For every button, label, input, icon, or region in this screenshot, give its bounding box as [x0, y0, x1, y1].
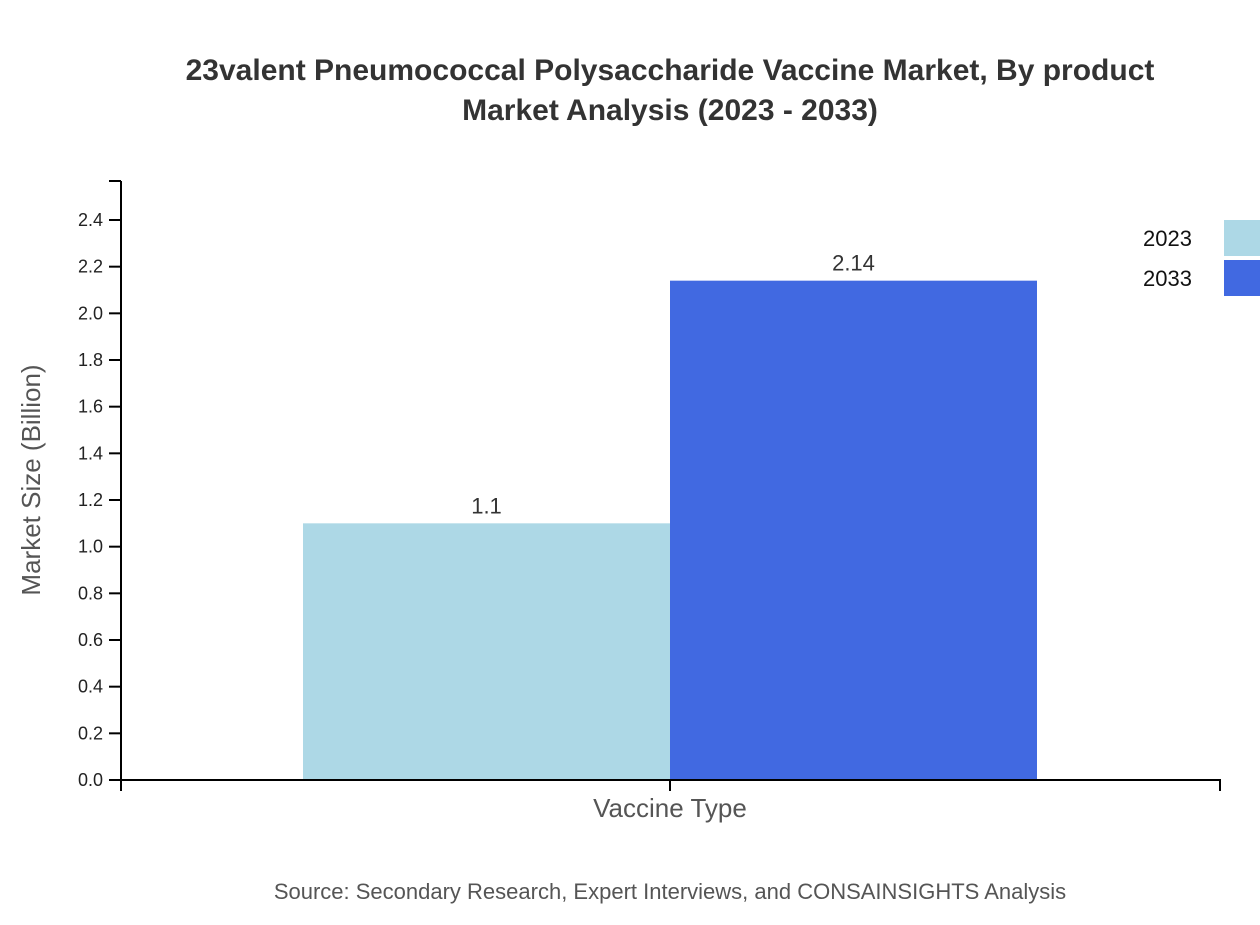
chart-title-line-1: 23valent Pneumococcal Polysaccharide Vac…: [186, 54, 1155, 87]
chart-title-line-2: Market Analysis (2023 - 2033): [462, 94, 878, 127]
y-tick-label: 0.2: [78, 723, 103, 743]
x-axis: [120, 779, 1221, 791]
bar-value-label-2023: 1.1: [471, 493, 502, 518]
y-tick-label: 2.4: [78, 210, 103, 230]
source-note: Source: Secondary Research, Expert Inter…: [274, 879, 1066, 904]
x-axis-title: Vaccine Type: [593, 793, 747, 823]
bars-group: 1.1 2.14: [303, 251, 1037, 780]
y-tick-label: 1.4: [78, 443, 103, 463]
y-axis: 0.0 0.2 0.4 0.6 0.8 1.0 1.2 1.4 1.6 1.8 2.0 2.2 2.4: [78, 180, 122, 790]
y-tick-label: 0.8: [78, 583, 103, 603]
bar-value-label-2033: 2.14: [832, 251, 875, 276]
legend: 2023 2033: [1143, 220, 1260, 296]
y-tick-label: 1.8: [78, 350, 103, 370]
y-tick-label: 0.4: [78, 677, 103, 697]
y-tick-label: 1.6: [78, 397, 103, 417]
y-tick-label: 1.2: [78, 490, 103, 510]
y-tick-label: 2.0: [78, 303, 103, 323]
bar-2023: [303, 523, 670, 780]
y-tick-label: 1.0: [78, 537, 103, 557]
legend-label-2033: 2033: [1143, 266, 1192, 291]
bar-2033: [670, 280, 1037, 780]
legend-swatch-2023: [1224, 220, 1260, 256]
legend-swatch-2033: [1224, 260, 1260, 296]
y-tick-label: 2.2: [78, 257, 103, 277]
y-axis-title: Market Size (Billion): [16, 364, 46, 595]
y-tick-label: 0.6: [78, 630, 103, 650]
y-tick-label: 0.0: [78, 770, 103, 790]
legend-label-2023: 2023: [1143, 226, 1192, 251]
